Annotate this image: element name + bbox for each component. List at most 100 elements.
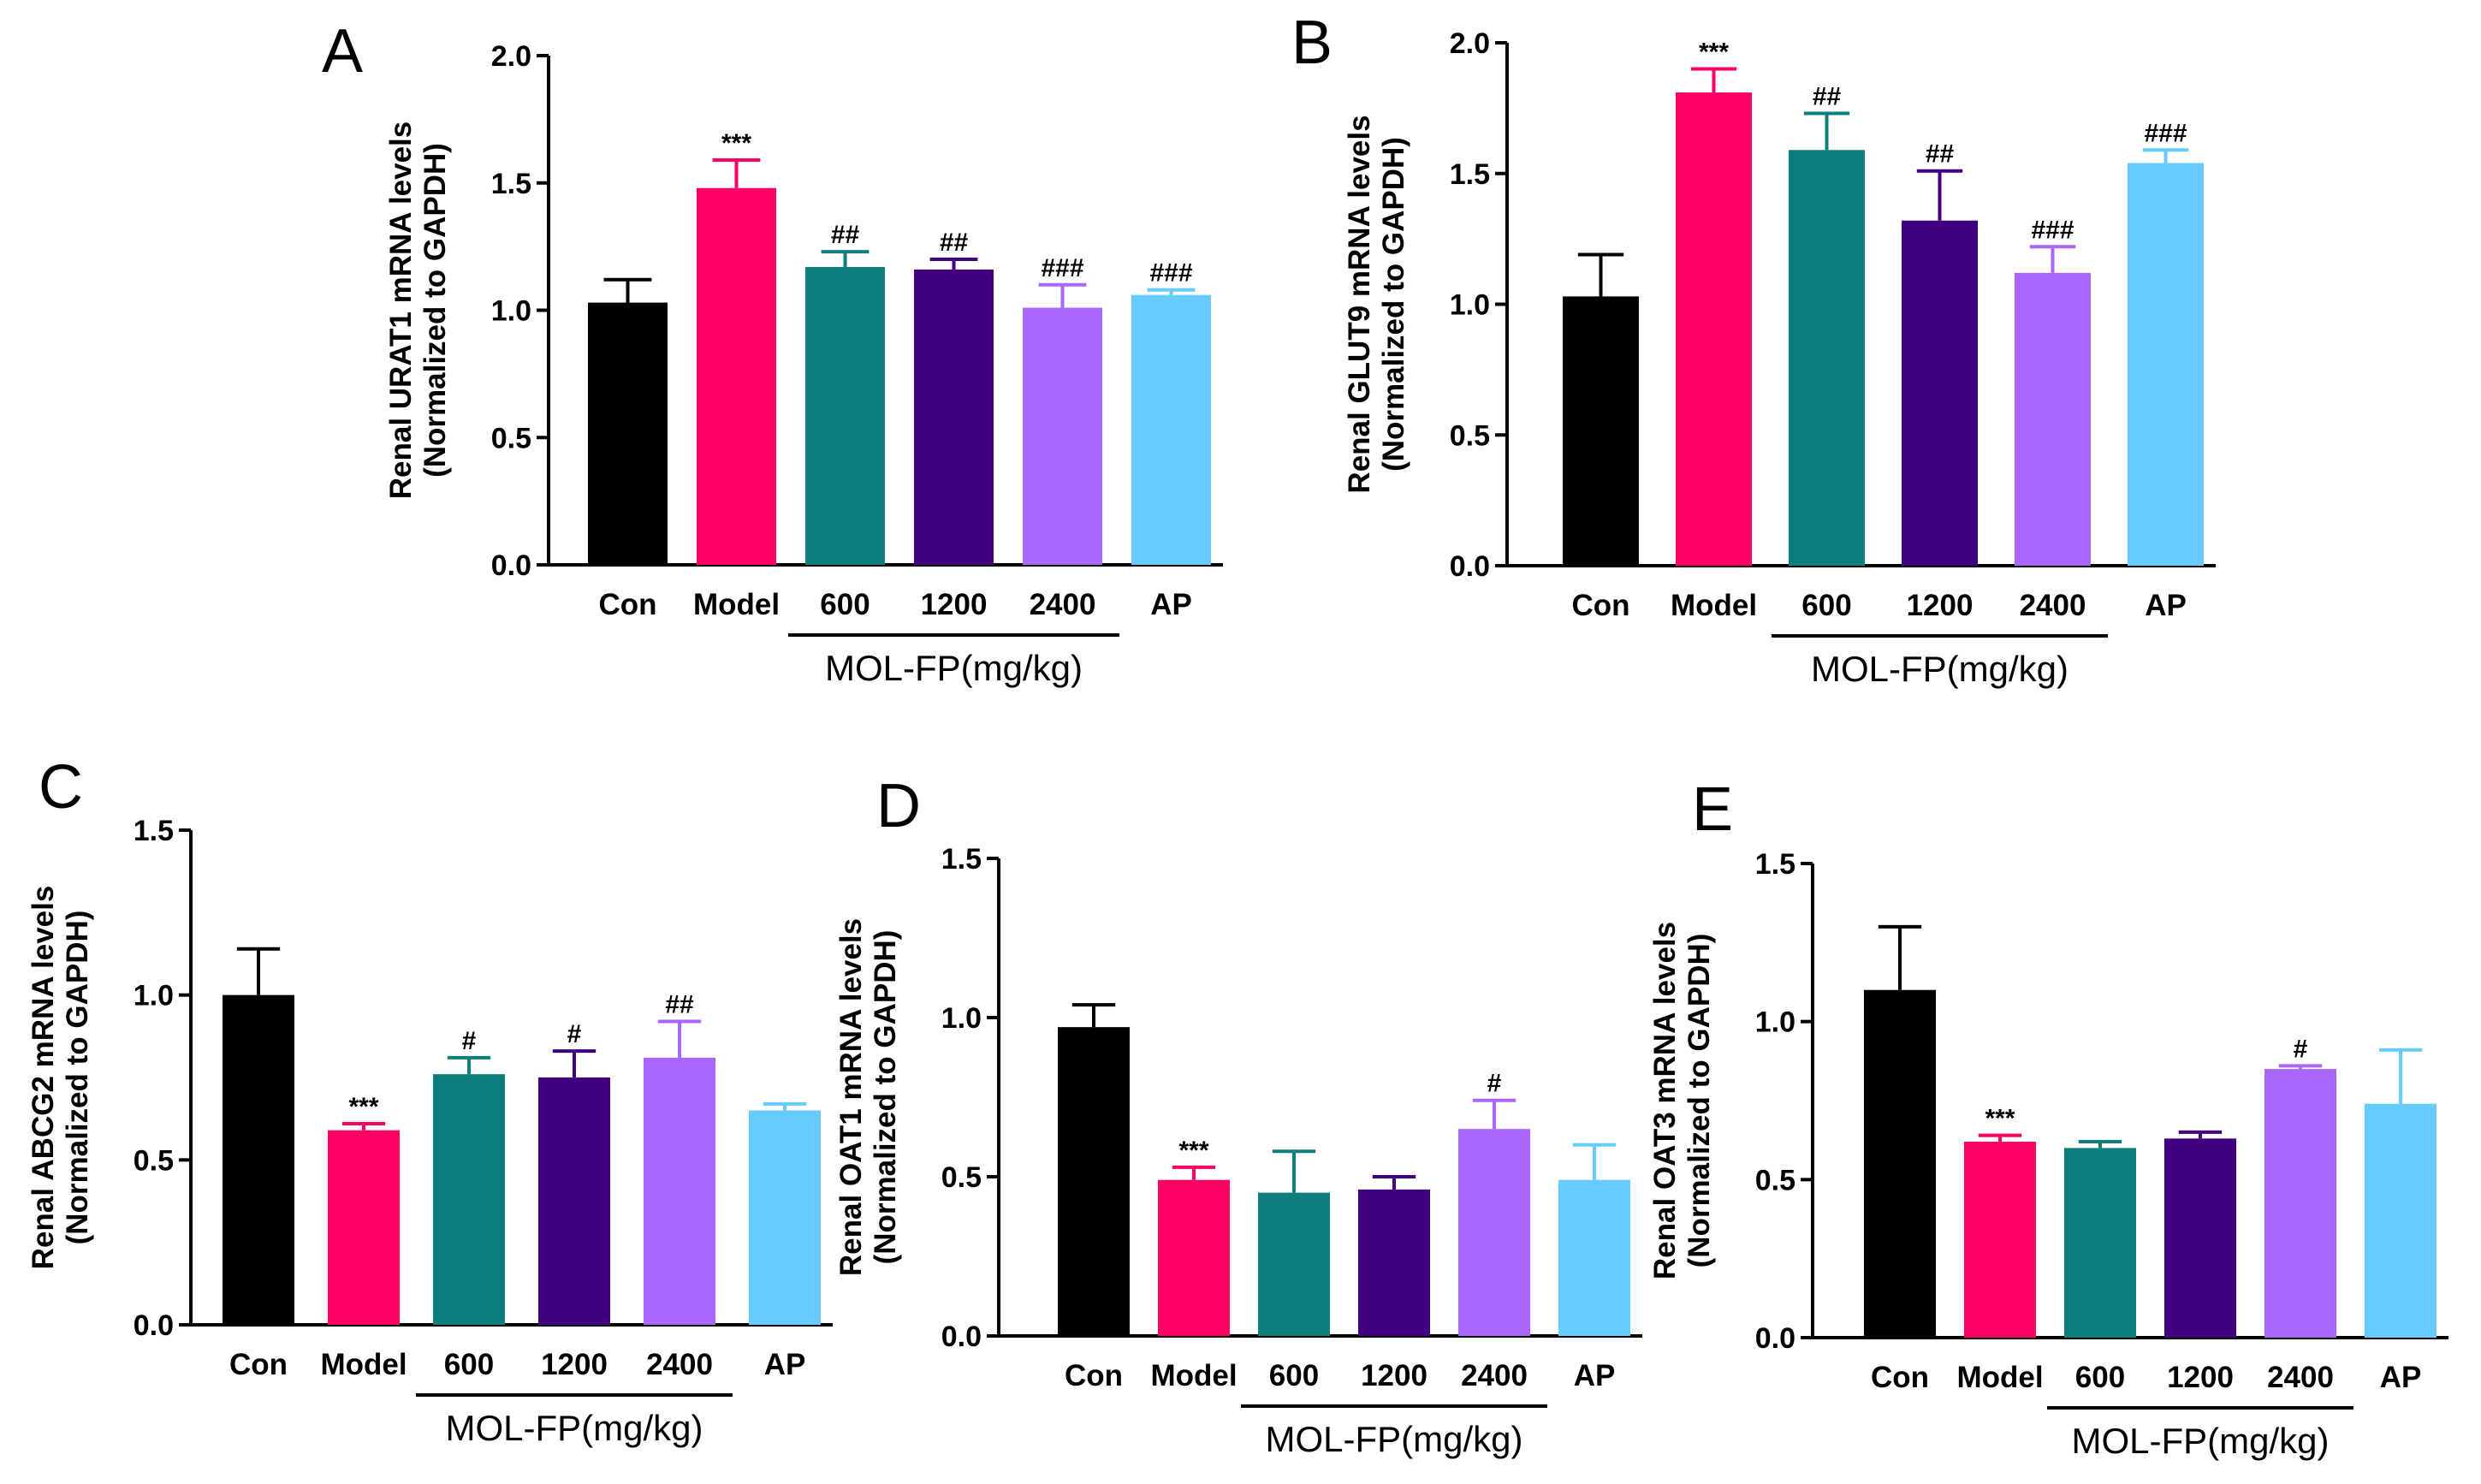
panel-letter: D [876, 772, 921, 840]
panel-a: A 0.0 0.5 1.0 1.5 2.0 Renal URAT1 mRNA levels(… [322, 17, 1223, 688]
group-label: MOL-FP(mg/kg) [2071, 1421, 2329, 1461]
y-axis-label-sub: (Normalized to GAPDH) [1377, 137, 1410, 472]
bar-model [1676, 92, 1752, 567]
significance-label: *** [1985, 1105, 2015, 1133]
group-label: MOL-FP(mg/kg) [1811, 649, 2068, 689]
bar-600 [805, 266, 885, 565]
y-tick-label: 1.5 [491, 168, 531, 200]
y-tick-label: 0.5 [134, 1144, 174, 1177]
bar-600 [1789, 150, 1865, 566]
y-axis-label: Renal ABCG2 mRNA levels [27, 886, 60, 1270]
significance-label: *** [721, 129, 751, 157]
bar-1200 [538, 1077, 610, 1325]
bar-2400 [644, 1057, 715, 1325]
group-label: MOL-FP(mg/kg) [445, 1408, 703, 1448]
y-tick-label: 0.5 [941, 1161, 982, 1194]
x-tick-label: 600 [820, 588, 870, 621]
x-tick-label: Model [1150, 1359, 1237, 1392]
y-tick-label: 0.0 [1755, 1322, 1795, 1355]
y-tick-label: 1.5 [1450, 158, 1490, 191]
bar-model [1964, 1142, 2036, 1338]
y-axis-label: Renal URAT1 mRNA levels [384, 122, 418, 500]
significance-label: ### [1149, 259, 1192, 288]
significance-label: ## [1813, 82, 1842, 110]
x-tick-label: 600 [444, 1348, 494, 1381]
y-axis-label: Renal OAT1 mRNA levels [834, 918, 868, 1276]
x-tick-label: AP [2145, 589, 2187, 622]
x-tick-label: 600 [1801, 589, 1851, 622]
significance-label: ## [1926, 140, 1955, 169]
y-axis-label: Renal OAT3 mRNA levels [1648, 922, 1682, 1279]
significance-label: ### [1041, 254, 1083, 282]
bar-con [1058, 1027, 1130, 1336]
y-tick-label: 1.5 [941, 843, 982, 876]
panel-letter: C [39, 753, 83, 822]
x-tick-label: AP [2380, 1361, 2422, 1394]
bar-ap [1558, 1179, 1630, 1336]
bar-con [1864, 989, 1936, 1338]
y-tick-label: 2.0 [491, 40, 531, 73]
bar-con [223, 994, 294, 1325]
bar-ap [2128, 163, 2204, 566]
x-tick-label: 2400 [1030, 588, 1096, 621]
y-tick-label: 0.5 [1450, 419, 1490, 452]
bar-model [697, 187, 776, 565]
bar-con [1563, 296, 1639, 566]
x-tick-label: 2400 [646, 1348, 713, 1381]
significance-label: ## [831, 221, 860, 249]
y-axis-label-sub: (Normalized to GAPDH) [1683, 934, 1716, 1268]
bar-1200 [914, 269, 994, 565]
bar-2400 [1458, 1129, 1530, 1336]
x-tick-label: Con [1571, 589, 1629, 622]
x-tick-label: 2400 [1461, 1359, 1528, 1392]
y-axis-label-sub: (Normalized to GAPDH) [869, 930, 902, 1265]
x-tick-label: Model [693, 588, 780, 621]
y-tick-label: 1.0 [1450, 289, 1490, 322]
y-tick-label: 0.0 [941, 1321, 982, 1353]
x-tick-label: Con [1871, 1361, 1929, 1394]
x-tick-label: 1200 [2167, 1361, 2234, 1394]
x-tick-label: AP [1574, 1359, 1616, 1392]
significance-label: *** [1178, 1137, 1208, 1165]
y-tick-label: 1.0 [1755, 1006, 1795, 1039]
y-tick-label: 0.5 [491, 422, 531, 454]
y-axis-label-sub: (Normalized to GAPDH) [418, 143, 452, 478]
x-tick-label: 1200 [1361, 1359, 1427, 1392]
bar-con [588, 302, 668, 565]
x-tick-label: Model [1956, 1361, 2043, 1394]
x-tick-label: 1200 [921, 588, 988, 621]
panel-c: C 0.0 0.5 1.0 1.5 Renal ABCG2 mRNA levels (Nor… [27, 753, 833, 1448]
x-tick-label: AP [1150, 588, 1192, 621]
bar-2400 [2015, 272, 2091, 566]
y-tick-label: 1.5 [134, 815, 174, 847]
x-tick-label: 600 [1269, 1359, 1319, 1392]
y-axis-label-sub: (Normalized to GAPDH) [61, 911, 94, 1245]
significance-label: *** [348, 1093, 378, 1121]
panel-e: E 0.0 0.5 1.0 1.5 Renal OAT3 mRNA levels (Norm… [1648, 775, 2448, 1461]
significance-label: ### [2144, 119, 2187, 147]
significance-label: ## [665, 990, 694, 1018]
x-tick-label: 2400 [2267, 1361, 2334, 1394]
x-tick-label: Con [598, 588, 656, 621]
panel-letter: E [1692, 775, 1733, 844]
significance-label: # [1487, 1070, 1502, 1098]
y-tick-label: 0.0 [134, 1309, 174, 1342]
y-axis-label: Renal GLUT9 mRNA levels [1343, 115, 1376, 493]
bar-1200 [2164, 1138, 2236, 1338]
bar-1200 [1358, 1189, 1430, 1336]
x-tick-label: Model [320, 1348, 407, 1381]
y-tick-label: 1.0 [941, 1002, 982, 1035]
bar-ap [749, 1110, 821, 1325]
significance-label: # [2294, 1035, 2308, 1063]
significance-label: # [462, 1027, 477, 1055]
x-tick-label: Model [1671, 589, 1757, 622]
group-label: MOL-FP(mg/kg) [1265, 1419, 1522, 1459]
bar-2400 [2264, 1069, 2336, 1338]
y-tick-label: 0.0 [491, 549, 531, 582]
significance-label: ## [940, 229, 969, 257]
bar-2400 [1023, 307, 1102, 565]
x-tick-label: Con [1065, 1359, 1123, 1392]
x-tick-label: AP [764, 1348, 806, 1381]
significance-label: # [567, 1020, 582, 1048]
y-tick-label: 1.5 [1755, 848, 1795, 881]
